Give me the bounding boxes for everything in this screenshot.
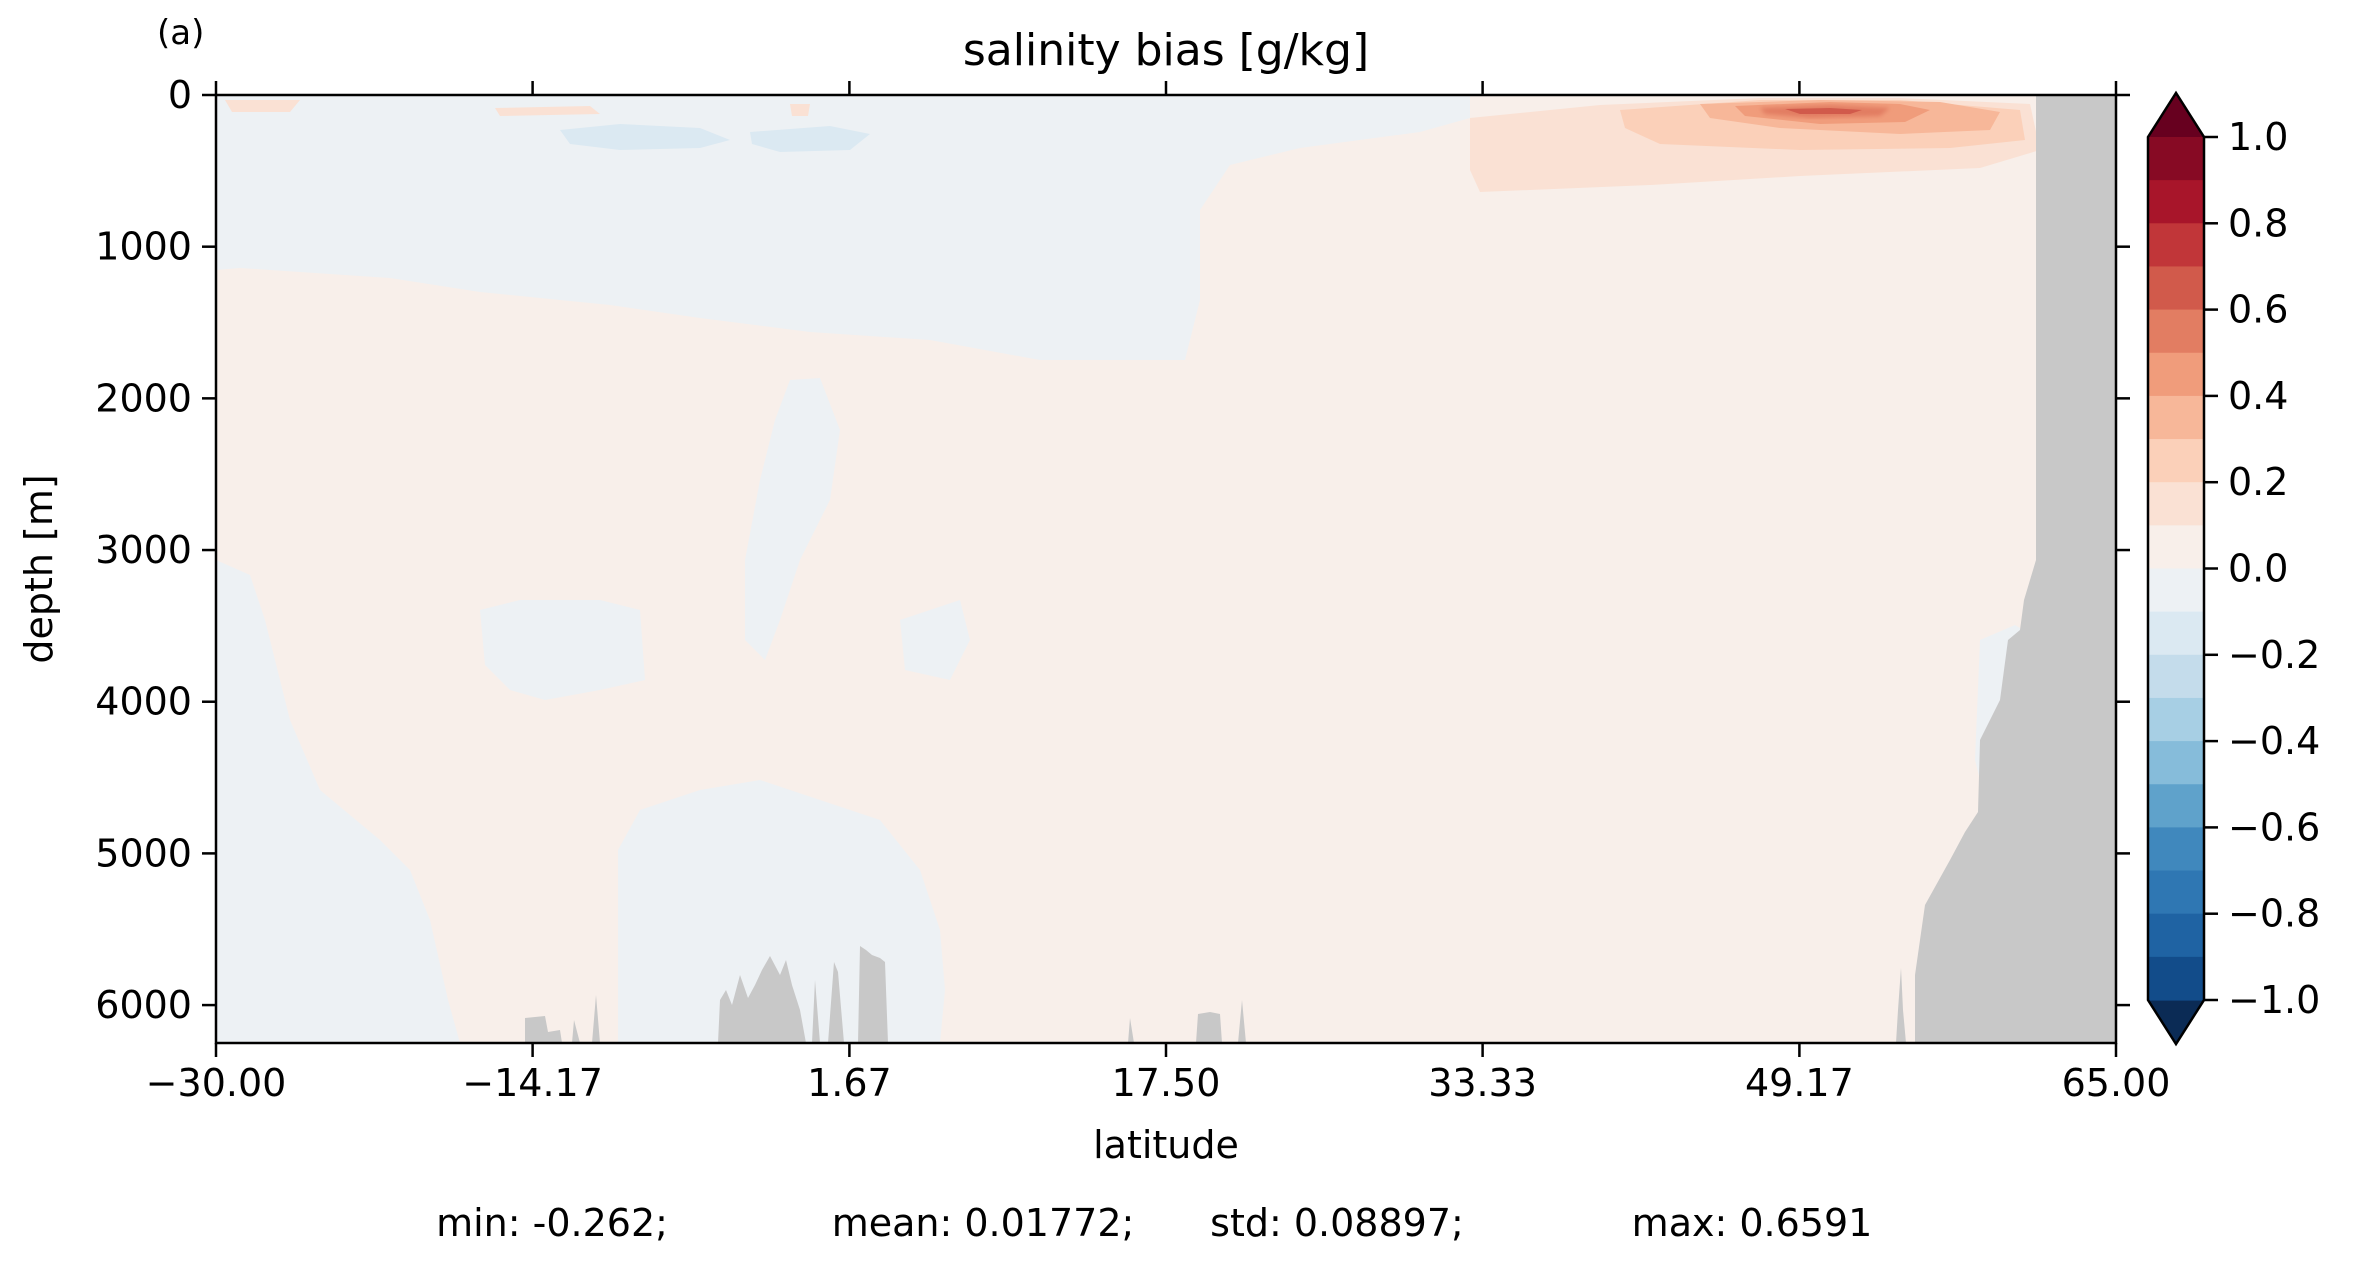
colorbar-level (2148, 223, 2204, 268)
heatmap-field (216, 95, 2116, 1043)
x-tick-label: 17.50 (1112, 1061, 1221, 1105)
colorbar-extend-over (2148, 93, 2204, 137)
colorbar-level (2148, 697, 2204, 742)
colorbar-tick-label: 0.4 (2228, 374, 2288, 418)
x-tick-label: 65.00 (2062, 1061, 2171, 1105)
field-region-north-surface-warm (790, 104, 810, 116)
colorbar-level (2148, 568, 2204, 613)
x-axis: −30.00 −14.17 1.67 17.50 33.33 49.17 65.00 (146, 81, 2171, 1105)
colorbar-level (2148, 137, 2204, 181)
colorbar-level (2148, 525, 2204, 570)
x-tick-label: 33.33 (1428, 1061, 1537, 1105)
land-mask-bottom-west (525, 995, 600, 1043)
colorbar: 1.0 0.8 0.6 0.4 0.2 0.0 −0.2 −0.4 −0.6 −0.8 −1.0 (2146, 90, 2320, 1047)
colorbar-level (2148, 741, 2204, 785)
land-mask-bottom-east (1128, 1000, 1246, 1043)
colorbar-tick-label: 0.0 (2228, 547, 2288, 591)
field-region-mid-column (745, 378, 840, 660)
colorbar-level (2148, 870, 2204, 915)
stat-mean: mean: 0.01772; (832, 1201, 1135, 1245)
x-tick-label: 49.17 (1745, 1061, 1854, 1105)
colorbar-level (2148, 654, 2204, 699)
colorbar-tick-label: 0.2 (2228, 460, 2288, 504)
colorbar-level (2148, 309, 2204, 354)
land-mask-bottom-mid (718, 946, 888, 1043)
field-region-south-surface-warm (225, 100, 300, 112)
stat-min: min: -0.262; (436, 1201, 668, 1245)
x-tick-label: 1.67 (807, 1061, 892, 1105)
colorbar-extend-under (2148, 1000, 2204, 1044)
y-tick-label: 4000 (95, 680, 192, 724)
y-axis: 0 1000 2000 3000 4000 5000 6000 (95, 73, 2130, 1027)
y-tick-label: 6000 (95, 983, 192, 1027)
colorbar-level (2148, 180, 2204, 224)
field-region-south-deep (216, 560, 460, 1043)
colorbar-tick-label: 0.8 (2228, 201, 2288, 245)
field-region-mid-surface-warm (495, 106, 600, 116)
colorbar-level (2148, 395, 2204, 440)
chart-title: salinity bias [g/kg] (963, 25, 1369, 76)
colorbar-tick-label: −0.2 (2228, 633, 2320, 677)
colorbar-tick-label: −0.8 (2228, 892, 2320, 936)
y-axis-label: depth [m] (17, 474, 61, 663)
field-region-upper-south (216, 95, 1470, 360)
colorbar-level (2148, 784, 2204, 828)
y-tick-label: 3000 (95, 528, 192, 572)
x-tick-label: −14.17 (462, 1061, 603, 1105)
colorbar-tick-label: 0.6 (2228, 288, 2288, 332)
x-tick-label: −30.00 (146, 1061, 287, 1105)
stat-max: max: 0.6591 (1632, 1201, 1873, 1245)
stats-line: min: -0.262; mean: 0.01772; std: 0.08897; m… (436, 1201, 1872, 1245)
y-tick-label: 0 (168, 73, 192, 117)
colorbar-level (2148, 266, 2204, 311)
colorbar-tick-label: −0.6 (2228, 805, 2320, 849)
land-mask-east (1915, 95, 2116, 1043)
y-tick-label: 1000 (95, 225, 192, 269)
colorbar-level (2148, 827, 2204, 872)
colorbar-level (2148, 611, 2204, 656)
field-region-mid-patch (900, 600, 970, 680)
field-region-north-core-max (1785, 108, 1862, 114)
field-region-surface-mid (750, 126, 870, 152)
x-axis-label: latitude (1093, 1123, 1239, 1167)
land-mask-east-pinnacle (1896, 968, 1906, 1043)
stat-std: std: 0.08897; (1210, 1201, 1464, 1245)
colorbar-level (2148, 352, 2204, 397)
colorbar-tick-label: −0.4 (2228, 719, 2320, 763)
field-region-deep-patch (480, 600, 645, 700)
y-tick-label: 2000 (95, 376, 192, 420)
colorbar-level (2148, 913, 2204, 958)
colorbar-level (2148, 482, 2204, 526)
colorbar-tick-label: −1.0 (2228, 978, 2320, 1022)
colorbar-level (2148, 439, 2204, 483)
field-region-surface-south (560, 124, 730, 150)
y-tick-label: 5000 (95, 831, 192, 875)
colorbar-tick-label: 1.0 (2228, 115, 2288, 159)
panel-label: (a) (157, 13, 204, 53)
colorbar-level (2148, 956, 2204, 1001)
